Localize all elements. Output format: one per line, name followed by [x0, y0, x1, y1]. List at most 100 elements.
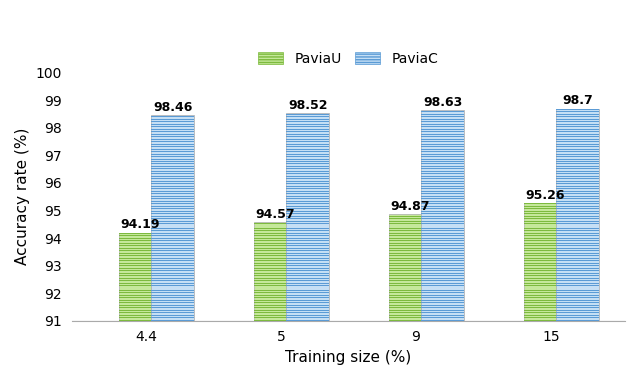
- Bar: [119, 280, 162, 281]
- Bar: [421, 260, 465, 261]
- Bar: [286, 253, 330, 254]
- Bar: [524, 320, 567, 321]
- Bar: [286, 211, 330, 212]
- Bar: [389, 238, 432, 239]
- Bar: [421, 272, 465, 274]
- Bar: [421, 315, 465, 316]
- Bar: [286, 218, 330, 219]
- Bar: [556, 173, 599, 174]
- Bar: [151, 116, 195, 117]
- Bar: [151, 196, 195, 197]
- Bar: [556, 260, 599, 261]
- Bar: [119, 238, 162, 239]
- Bar: [254, 275, 297, 276]
- Bar: [254, 228, 297, 229]
- Bar: [151, 154, 195, 155]
- Bar: [421, 178, 465, 179]
- Bar: [556, 193, 599, 194]
- Bar: [389, 245, 432, 246]
- Bar: [389, 230, 432, 231]
- Bar: [556, 280, 599, 281]
- Bar: [151, 255, 195, 256]
- Bar: [151, 144, 195, 145]
- Bar: [286, 144, 330, 145]
- Bar: [286, 154, 330, 155]
- Bar: [286, 302, 330, 303]
- X-axis label: Training size (%): Training size (%): [285, 350, 412, 365]
- Bar: [556, 126, 599, 127]
- Bar: [556, 149, 599, 150]
- Bar: [421, 158, 465, 160]
- Bar: [421, 213, 465, 214]
- Bar: [151, 290, 195, 291]
- Bar: [421, 124, 465, 125]
- Bar: [119, 270, 162, 271]
- Bar: [151, 156, 195, 157]
- Bar: [119, 315, 162, 316]
- Bar: [556, 270, 599, 271]
- Bar: [556, 317, 599, 318]
- Bar: [556, 225, 599, 226]
- Bar: [119, 253, 162, 254]
- Bar: [254, 300, 297, 301]
- Bar: [286, 233, 330, 234]
- Bar: [389, 225, 432, 226]
- Bar: [254, 290, 297, 291]
- Bar: [286, 131, 330, 132]
- Bar: [389, 270, 432, 271]
- Bar: [286, 248, 330, 249]
- Bar: [556, 134, 599, 135]
- Bar: [524, 208, 567, 209]
- Bar: [524, 206, 567, 207]
- Bar: [151, 119, 195, 120]
- Bar: [286, 300, 330, 301]
- Bar: [151, 126, 195, 127]
- Bar: [389, 278, 432, 279]
- Bar: [286, 220, 330, 222]
- Bar: [421, 265, 465, 266]
- Bar: [524, 248, 567, 249]
- Bar: [286, 166, 330, 167]
- Bar: [421, 183, 465, 184]
- Bar: [556, 191, 599, 192]
- Bar: [389, 272, 432, 274]
- Bar: [151, 218, 195, 219]
- Bar: [119, 275, 162, 276]
- Bar: [119, 268, 162, 269]
- Bar: [556, 238, 599, 239]
- Bar: [286, 228, 330, 229]
- Text: 98.52: 98.52: [288, 99, 328, 112]
- Bar: [524, 275, 567, 276]
- Bar: [556, 171, 599, 172]
- Bar: [524, 305, 567, 306]
- Bar: [254, 305, 297, 306]
- Bar: [421, 310, 465, 311]
- Bar: [556, 161, 599, 162]
- Bar: [556, 183, 599, 184]
- Bar: [286, 260, 330, 261]
- Bar: [151, 268, 195, 269]
- Bar: [151, 258, 195, 259]
- Bar: [556, 154, 599, 155]
- Bar: [119, 302, 162, 303]
- Bar: [556, 253, 599, 254]
- Bar: [254, 250, 297, 251]
- Bar: [524, 203, 567, 204]
- Bar: [286, 317, 330, 318]
- Bar: [286, 116, 330, 117]
- Bar: [286, 272, 330, 274]
- Bar: [556, 315, 599, 316]
- Bar: [524, 307, 567, 308]
- Bar: [254, 268, 297, 269]
- Bar: [421, 253, 465, 254]
- Bar: [389, 315, 432, 316]
- Bar: [286, 181, 330, 182]
- Bar: [389, 312, 432, 313]
- Bar: [254, 280, 297, 281]
- Bar: [286, 213, 330, 214]
- Bar: [151, 213, 195, 214]
- Bar: [151, 263, 195, 264]
- Bar: [524, 223, 567, 224]
- Bar: [421, 181, 465, 182]
- Bar: [151, 203, 195, 204]
